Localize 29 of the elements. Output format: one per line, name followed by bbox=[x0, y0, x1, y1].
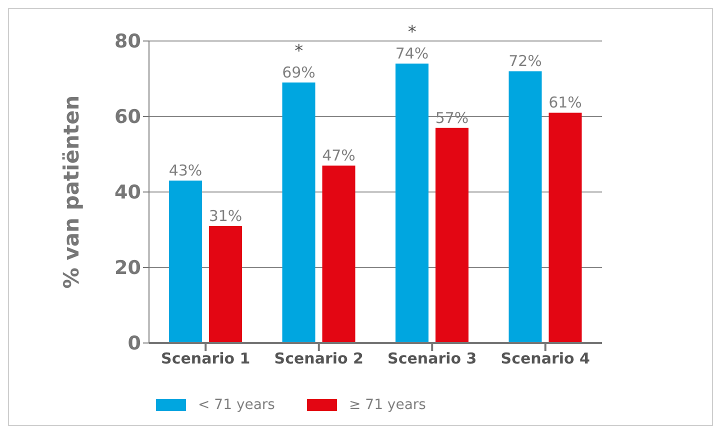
data-label: 47% bbox=[322, 146, 356, 165]
data-label: 69% bbox=[282, 64, 316, 82]
x-tick-label: Scenario 3 bbox=[388, 350, 477, 368]
y-tick-label: 80 bbox=[114, 30, 141, 53]
bar bbox=[322, 166, 356, 343]
data-label: 61% bbox=[548, 94, 582, 112]
y-tick-label: 0 bbox=[128, 332, 141, 355]
data-label: 31% bbox=[208, 206, 242, 225]
data-label: 43% bbox=[168, 162, 202, 180]
x-tick-label: Scenario 4 bbox=[500, 350, 590, 368]
bar bbox=[169, 180, 202, 343]
data-label: 72% bbox=[508, 52, 542, 70]
bar bbox=[436, 128, 468, 343]
annotation: * bbox=[408, 22, 416, 43]
bar bbox=[396, 64, 428, 343]
legend-label: ≥ 71 years bbox=[348, 397, 426, 413]
bar bbox=[209, 226, 242, 343]
legend-label: < 71 years bbox=[198, 397, 275, 413]
y-tick-label: 60 bbox=[114, 106, 141, 128]
x-tick-label: Scenario 1 bbox=[161, 350, 250, 368]
x-tick-label: Scenario 2 bbox=[274, 350, 364, 368]
bar bbox=[282, 82, 316, 343]
y-tick-label: 40 bbox=[114, 182, 141, 204]
y-axis-title: % van patiënten bbox=[59, 95, 84, 289]
annotation: * bbox=[294, 42, 304, 62]
bar bbox=[508, 71, 542, 343]
data-label: 74% bbox=[395, 44, 429, 63]
bar bbox=[548, 112, 582, 343]
y-tick-label: 20 bbox=[114, 257, 141, 280]
